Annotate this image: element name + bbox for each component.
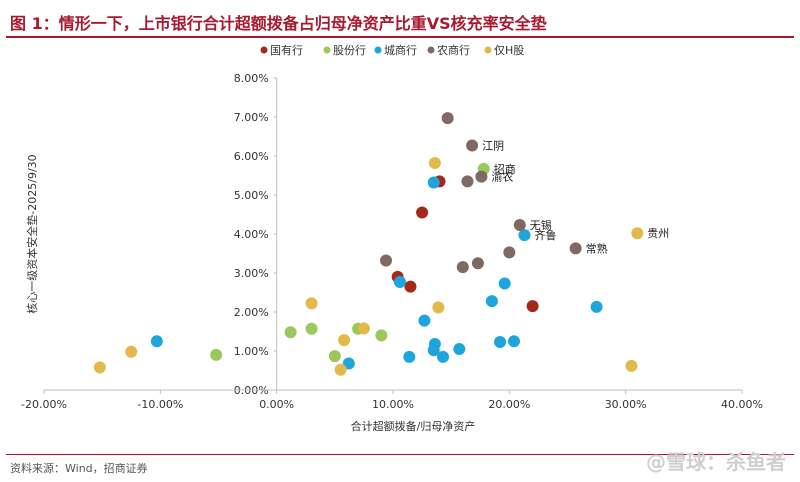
footer-divider [6,454,794,455]
data-point [471,257,484,270]
x-tick-label: -10.00% [137,398,183,411]
data-point [305,322,318,335]
data-point [526,300,539,313]
x-tick-label: 30.00% [605,398,647,411]
y-tick-label: 7.00% [234,111,269,124]
legend-marker [374,46,382,54]
point-label: 渝农 [491,170,513,184]
data-point [625,359,638,372]
x-tick-label: 40.00% [721,398,763,411]
data-point [453,343,466,356]
data-point [475,170,488,183]
data-point [305,297,318,310]
legend-label: 仅H股 [494,44,524,57]
x-axis-title: 合计超额拨备/归母净资产 [351,419,476,433]
data-point [342,357,355,370]
watermark-text: @雪球：杀鱼者 [646,450,786,474]
x-tick-label: 0.00% [259,398,294,411]
data-point [631,227,644,240]
x-tick-label: 20.00% [488,398,530,411]
y-tick-label: 4.00% [234,228,269,241]
y-tick-label: 3.00% [234,267,269,280]
y-tick-label: 6.00% [234,150,269,163]
data-point [418,314,431,327]
y-axis-title: 核心一级资本安全垫-2025/9/30 [25,154,39,313]
legend-marker [484,46,492,54]
point-label: 齐鲁 [534,228,556,242]
data-point [93,361,106,374]
point-label: 贵州 [647,227,669,240]
data-point [393,275,406,288]
data-point [494,336,507,349]
data-point [498,277,511,290]
legend-label: 国有行 [270,43,303,57]
data-point [437,350,450,363]
y-tick-label: 5.00% [234,189,269,202]
legend-marker [260,46,268,54]
y-tick-label: 2.00% [234,306,269,319]
data-point [380,254,393,267]
data-point [507,335,520,348]
title-divider [6,36,794,38]
data-point [456,261,469,274]
data-point [428,157,441,170]
data-point [432,301,445,314]
legend-marker [427,46,435,54]
data-point [328,350,341,363]
data-point [416,206,429,219]
data-point [427,176,440,189]
point-label: 无锡 [530,218,552,232]
data-point [485,295,498,308]
legend-label: 股份行 [333,44,366,57]
scatter-chart: 国有行 股份行 城商行 农商行 仅H股 0.00% 1.00% 2.00% 3.00% 4.00%… [21,43,763,433]
point-label: 招商 [494,162,516,176]
x-tick-label: 10.00% [372,398,414,411]
legend-marker [323,46,331,54]
point-label: 江阴 [482,139,504,152]
data-point [590,300,603,313]
data-point [441,112,454,125]
data-point [357,322,370,335]
y-tick-label: 8.00% [234,72,269,85]
data-point [125,345,138,358]
data-point [338,334,351,347]
figure-header: 图 1：情形一下，上市银行合计超额拨备占归母净资产比重VS核充率安全垫 [0,0,800,40]
data-point [150,335,163,348]
source-note: 资料来源：Wind，招商证券 [10,462,148,475]
x-tick-label: -20.00% [21,398,67,411]
point-label: 常熟 [586,241,608,255]
data-point [375,329,388,342]
data-point [518,229,531,242]
data-point [427,344,440,357]
data-point [210,348,223,361]
legend-label: 城商行 [384,43,417,57]
y-tick-label: 1.00% [234,345,269,358]
data-point [334,363,347,376]
legend-label: 农商行 [437,43,470,57]
data-point [403,350,416,363]
data-point [404,280,417,293]
data-point [503,246,516,259]
data-point [569,242,582,255]
data-point [461,175,474,188]
data-point [284,326,297,339]
data-point [513,219,526,232]
data-point [466,139,479,152]
chart-title: 图 1：情形一下，上市银行合计超额拨备占归母净资产比重VS核充率安全垫 [10,14,547,33]
